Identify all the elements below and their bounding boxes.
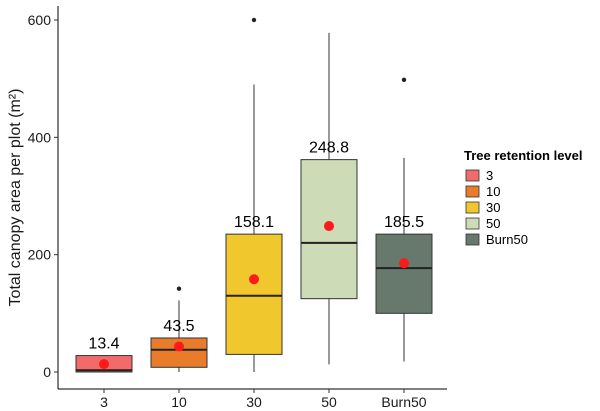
legend-swatch	[465, 217, 480, 230]
outlier-point	[176, 286, 182, 291]
legend-swatch	[465, 169, 480, 182]
mean-marker	[324, 221, 334, 232]
mean-marker	[399, 258, 409, 269]
legend-swatch	[465, 233, 480, 246]
mean-label: 248.8	[309, 140, 349, 157]
mean-marker	[99, 359, 109, 370]
legend-label: 30	[486, 200, 500, 215]
y-tick-label: 200	[28, 247, 52, 263]
outlier-point	[251, 17, 257, 23]
y-axis-title: Total canopy area per plot (m²)	[7, 89, 24, 307]
boxes: 13.4 43.5 158.1 248.8 185.5	[75, 17, 433, 373]
legend-swatch	[465, 185, 480, 198]
mean-label: 13.4	[88, 336, 119, 353]
legend-title: Tree retention level	[464, 148, 583, 163]
legend-label: 50	[486, 216, 500, 231]
mean-marker	[174, 341, 184, 352]
x-tick-label: 50	[321, 394, 337, 410]
outlier-point	[401, 77, 407, 83]
x-tick-label: 3	[100, 394, 108, 410]
box-50: 248.8	[300, 32, 358, 365]
mean-label: 43.5	[163, 318, 194, 335]
mean-marker	[249, 274, 259, 285]
legend-label: 3	[486, 168, 493, 183]
box-10: 43.5	[150, 286, 208, 372]
box-body	[225, 233, 283, 355]
box-body	[375, 233, 433, 314]
x-tick-label: 30	[246, 394, 262, 410]
x-tick-label: 10	[171, 394, 187, 410]
y-tick-label: 600	[28, 12, 52, 28]
y-tick-label: 400	[28, 129, 52, 145]
box-Burn50: 185.5	[375, 77, 433, 362]
x-tick-label: Burn50	[381, 394, 426, 410]
mean-label: 185.5	[384, 214, 424, 231]
box-3: 13.4	[75, 336, 133, 373]
legend-swatch	[465, 201, 480, 214]
y-tick-label: 0	[43, 364, 51, 380]
mean-label: 158.1	[234, 214, 274, 231]
axes: 0 200 400 600 3 10 30 50 Burn50 Total canopy area…	[7, 6, 447, 410]
legend-label: Burn50	[486, 232, 528, 247]
box-30: 158.1	[225, 17, 283, 372]
legend-label: 10	[486, 184, 500, 199]
